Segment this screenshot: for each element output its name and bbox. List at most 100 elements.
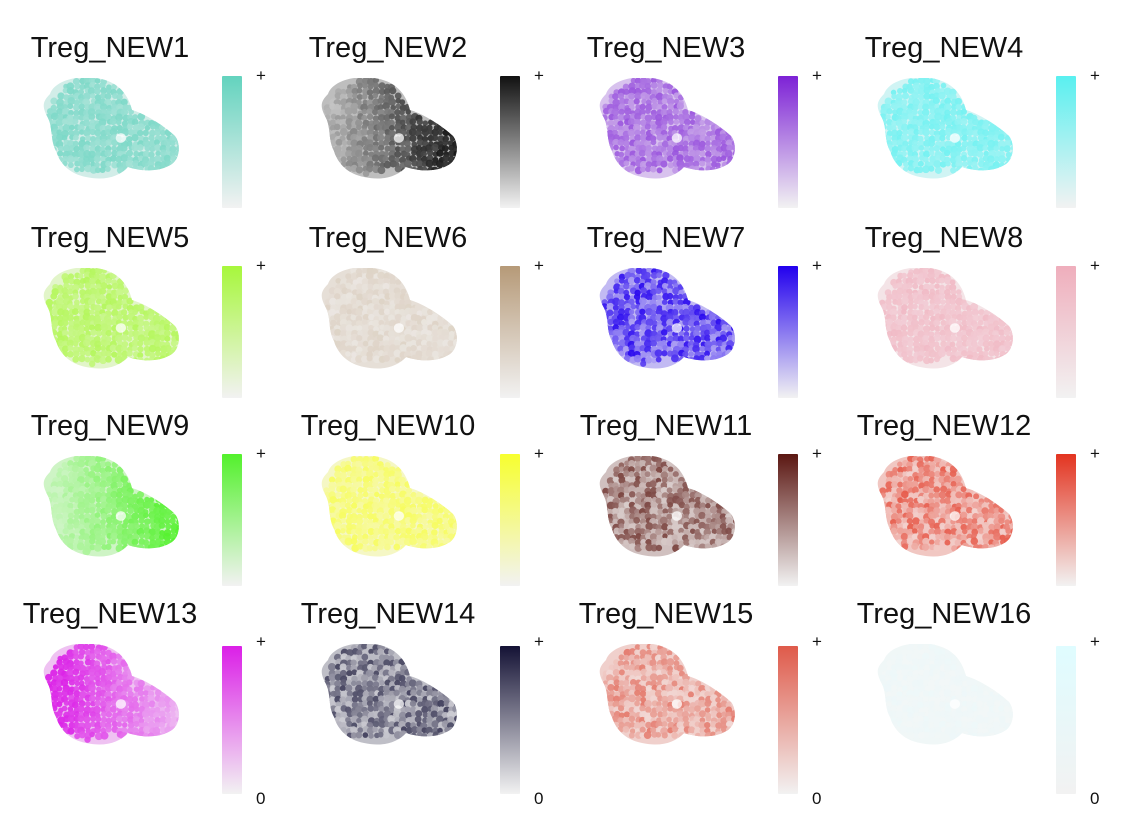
tissue-spot (638, 149, 646, 157)
tissue-spot (918, 93, 925, 101)
tissue-spot (93, 517, 101, 526)
tissue-spot (105, 139, 113, 146)
tissue-spot (389, 695, 396, 702)
tissue-spot (350, 502, 358, 509)
tissue-spot (612, 98, 621, 107)
tissue-spot (389, 87, 397, 95)
tissue-spot (406, 487, 413, 494)
tissue-spot (327, 663, 336, 671)
tissue-spot (61, 345, 69, 353)
tissue-spot (175, 711, 179, 717)
tissue-spot (56, 701, 63, 708)
tissue-spot (94, 344, 102, 352)
tissue-spot (99, 166, 106, 174)
tissue-spot (365, 271, 374, 280)
tissue-spot (421, 496, 429, 504)
tissue-spot (372, 481, 379, 488)
tissue-spot (83, 276, 91, 285)
tissue-spot (346, 506, 353, 514)
scale-max-label: + (812, 256, 822, 275)
tissue-spot (649, 644, 658, 651)
tissue-spot (147, 721, 156, 729)
tissue-spot (411, 324, 419, 332)
tissue-spot (681, 548, 690, 557)
tissue-spot (154, 144, 162, 152)
tissue-spot (623, 528, 630, 535)
tissue-spot (425, 512, 433, 520)
tissue-spot (923, 150, 931, 158)
tissue-spot (731, 324, 735, 332)
tissue-spot (683, 150, 689, 157)
tissue-spot (960, 534, 968, 542)
tissue-spot (104, 461, 112, 468)
spatial-tissue-plot (877, 78, 1013, 179)
tissue-spot (901, 99, 908, 106)
tissue-spot (956, 545, 963, 552)
tissue-spot (928, 124, 935, 130)
tissue-spot (628, 309, 635, 315)
tissue-spot (640, 658, 648, 666)
tissue-spot (933, 502, 940, 509)
tissue-spot (950, 289, 957, 295)
feature-panel: Treg_NEW11 + (556, 378, 834, 586)
tissue-spot (345, 150, 353, 158)
tissue-spot (884, 506, 892, 514)
tissue-spot (69, 124, 75, 131)
tissue-spot (426, 154, 434, 162)
tissue-spot (383, 272, 391, 280)
tissue-spot (339, 93, 346, 100)
tissue-spot (645, 351, 652, 357)
tissue-spot (890, 527, 898, 535)
tissue-spot (933, 92, 940, 99)
tissue-spot (688, 351, 694, 357)
tissue-spot (617, 287, 625, 295)
tissue-spot (334, 149, 342, 158)
tissue-spot (912, 82, 921, 90)
tissue-spot (966, 128, 974, 137)
tissue-spot (72, 487, 80, 495)
tissue-spot (403, 135, 411, 143)
tissue-spot (72, 292, 79, 300)
tissue-spot (416, 731, 423, 738)
tissue-spot (339, 501, 347, 509)
tissue-spot (150, 124, 156, 130)
tissue-spot (164, 518, 171, 525)
spatial-tissue-plot (599, 268, 735, 369)
tissue-spot (897, 471, 904, 478)
tissue-spot (356, 124, 362, 131)
tissue-spot (639, 459, 647, 468)
tissue-spot (83, 669, 90, 676)
tissue-spot (147, 165, 155, 173)
tissue-spot (650, 501, 657, 508)
tissue-spot (683, 544, 689, 551)
tissue-spot (627, 118, 636, 126)
tissue-spot (923, 470, 930, 478)
tissue-spot (935, 154, 942, 162)
tissue-spot (416, 310, 423, 317)
tissue-spot (983, 150, 990, 157)
tissue-spot (657, 503, 664, 510)
tissue-spot (693, 543, 700, 550)
tissue-spot (426, 689, 435, 698)
tissue-spot (426, 320, 432, 326)
tissue-spot (929, 324, 936, 332)
tissue-spot (101, 268, 108, 274)
tissue-spot (366, 544, 374, 552)
tissue-spot (606, 513, 614, 521)
tissue-spot (622, 83, 630, 91)
tissue-spot (61, 134, 68, 141)
tissue-spot (100, 156, 107, 163)
tissue-spot (82, 92, 91, 101)
tissue-spot (1010, 150, 1013, 158)
tissue-spot (687, 128, 695, 137)
tissue-spot (725, 527, 732, 535)
tissue-spot (410, 491, 417, 498)
tissue-spot (372, 92, 379, 99)
tissue-spot (907, 329, 915, 337)
tissue-spot (340, 726, 347, 733)
tissue-spot (1005, 527, 1012, 534)
tissue-spot (993, 523, 1002, 531)
tissue-spot (687, 319, 696, 327)
tissue-spot (619, 664, 625, 671)
tissue-spot (361, 715, 369, 723)
